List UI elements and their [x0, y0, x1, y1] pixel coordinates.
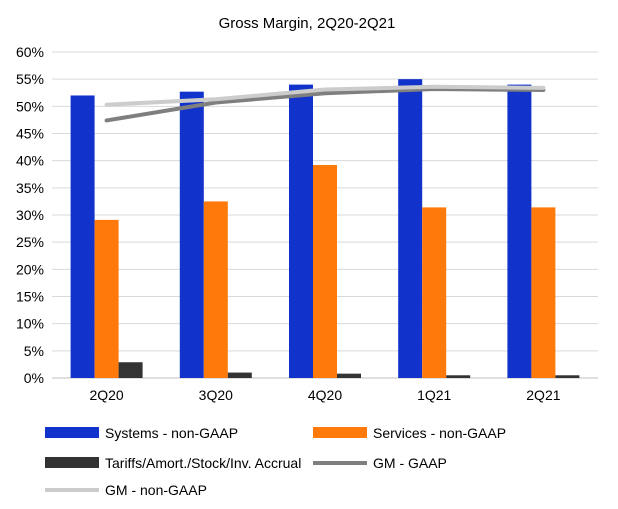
- legend-label: GM - non-GAAP: [105, 482, 207, 498]
- lines: [104, 84, 546, 123]
- legend-item-tariffs-amort-stock-inv-accrual: Tariffs/Amort./Stock/Inv. Accrual: [45, 455, 301, 471]
- legend-item-gm-non-gaap: GM - non-GAAP: [45, 482, 207, 498]
- y-tick-label: 15%: [16, 289, 44, 305]
- bar-services-non-gaap-3q20: [203, 201, 228, 378]
- legend-item-systems-non-gaap: Systems - non-GAAP: [45, 425, 238, 441]
- legend-label: Systems - non-GAAP: [105, 425, 238, 441]
- line-gm-non-gaap: [104, 84, 546, 107]
- y-tick-label: 30%: [16, 207, 44, 223]
- x-tick-label: 3Q20: [199, 387, 233, 403]
- legend-label: Services - non-GAAP: [373, 425, 506, 441]
- y-tick-label: 40%: [16, 153, 44, 169]
- legend-swatch: [45, 457, 99, 468]
- x-axis-labels: 2Q20 3Q20 4Q20 1Q21 2Q21: [89, 387, 560, 403]
- bar-tariffs-amort-stock-inv-accrual-1q21: [446, 375, 471, 378]
- legend-item-services-non-gaap: Services - non-GAAP: [313, 425, 506, 441]
- legend-item-gm-gaap: GM - GAAP: [313, 455, 447, 471]
- bar-systems-non-gaap-1q21: [398, 79, 423, 379]
- bar-tariffs-amort-stock-inv-accrual-2q20: [118, 362, 143, 378]
- x-tick-label: 4Q20: [308, 387, 342, 403]
- legend: Systems - non-GAAP Services - non-GAAP Tar…: [45, 425, 506, 498]
- y-tick-label: 35%: [16, 180, 44, 196]
- y-tick-label: 10%: [16, 316, 44, 332]
- y-tick-label: 0%: [24, 370, 44, 386]
- x-tick-label: 1Q21: [417, 387, 451, 403]
- legend-label: GM - GAAP: [373, 455, 447, 471]
- bar-services-non-gaap-2q21: [531, 207, 556, 378]
- bars: [70, 79, 580, 379]
- bar-services-non-gaap-1q21: [422, 207, 447, 378]
- bar-systems-non-gaap-4q20: [289, 84, 313, 378]
- legend-label: Tariffs/Amort./Stock/Inv. Accrual: [105, 455, 301, 471]
- x-tick-label: 2Q21: [526, 387, 560, 403]
- legend-swatch: [45, 427, 99, 438]
- y-axis-labels: 0% 5% 10% 15% 20% 25% 30% 35% 40% 45% 50% 55% 60%: [16, 44, 44, 386]
- bar-services-non-gaap-4q20: [313, 165, 337, 378]
- y-tick-label: 60%: [16, 44, 44, 60]
- bar-tariffs-amort-stock-inv-accrual-2q21: [555, 375, 580, 378]
- x-tick-label: 2Q20: [89, 387, 123, 403]
- y-tick-label: 55%: [16, 71, 44, 87]
- chart-title: Gross Margin, 2Q20-2Q21: [219, 15, 396, 32]
- bar-services-non-gaap-2q20: [94, 219, 119, 378]
- bar-tariffs-amort-stock-inv-accrual-4q20: [337, 373, 361, 378]
- bar-systems-non-gaap-3q20: [179, 91, 204, 378]
- y-tick-label: 45%: [16, 126, 44, 142]
- y-tick-label: 50%: [16, 98, 44, 114]
- bar-systems-non-gaap-2q21: [507, 84, 532, 378]
- y-tick-label: 20%: [16, 261, 44, 277]
- legend-swatch: [313, 427, 367, 438]
- bar-tariffs-amort-stock-inv-accrual-3q20: [227, 372, 252, 378]
- y-tick-label: 25%: [16, 234, 44, 250]
- line-gm-gaap: [104, 86, 546, 123]
- bar-systems-non-gaap-2q20: [70, 95, 95, 378]
- y-tick-label: 5%: [24, 343, 44, 359]
